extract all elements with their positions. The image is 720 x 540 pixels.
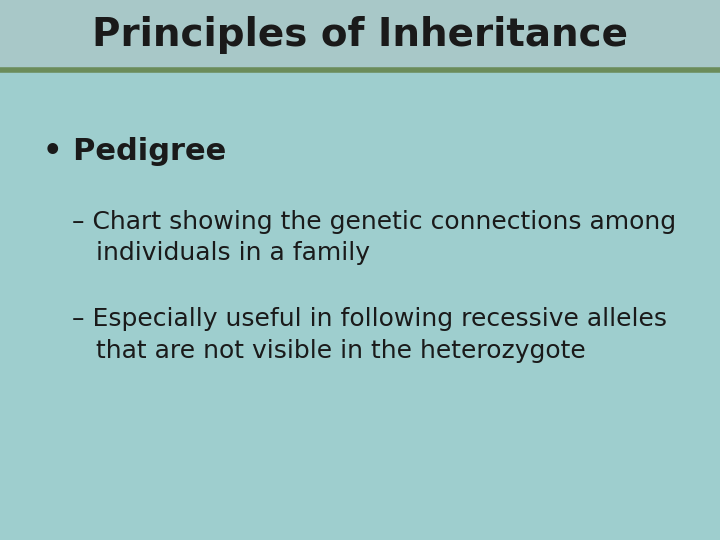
Text: – Chart showing the genetic connections among
   individuals in a family: – Chart showing the genetic connections … xyxy=(72,210,676,265)
Text: • Pedigree: • Pedigree xyxy=(43,137,227,166)
Text: Principles of Inheritance: Principles of Inheritance xyxy=(92,16,628,54)
FancyBboxPatch shape xyxy=(0,0,720,70)
Text: – Especially useful in following recessive alleles
   that are not visible in th: – Especially useful in following recessi… xyxy=(72,307,667,362)
